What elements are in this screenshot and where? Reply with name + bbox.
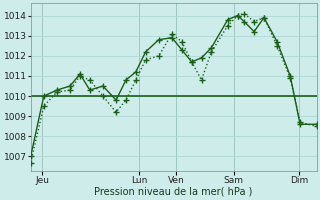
X-axis label: Pression niveau de la mer( hPa ): Pression niveau de la mer( hPa ) <box>94 187 253 197</box>
